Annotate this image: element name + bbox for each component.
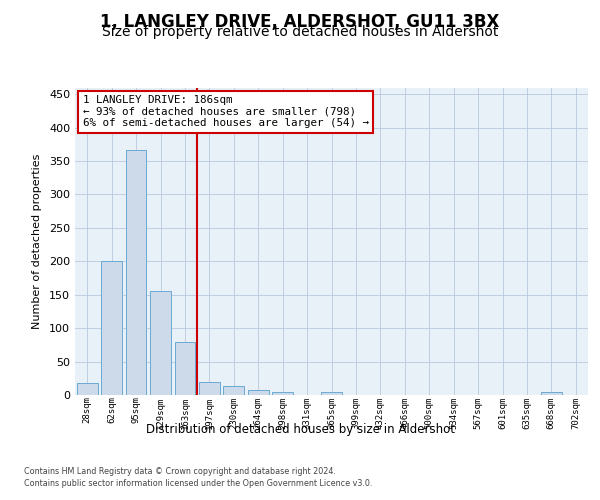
- Y-axis label: Number of detached properties: Number of detached properties: [32, 154, 42, 329]
- Bar: [199, 382, 220, 395]
- Bar: [125, 150, 146, 395]
- Text: Contains HM Land Registry data © Crown copyright and database right 2024.: Contains HM Land Registry data © Crown c…: [24, 468, 336, 476]
- Text: Distribution of detached houses by size in Aldershot: Distribution of detached houses by size …: [146, 422, 455, 436]
- Bar: [541, 392, 562, 395]
- Bar: [223, 386, 244, 395]
- Text: Contains public sector information licensed under the Open Government Licence v3: Contains public sector information licen…: [24, 479, 373, 488]
- Bar: [77, 383, 98, 395]
- Bar: [248, 390, 269, 395]
- Text: Size of property relative to detached houses in Aldershot: Size of property relative to detached ho…: [102, 25, 498, 39]
- Bar: [272, 392, 293, 395]
- Bar: [150, 292, 171, 395]
- Bar: [101, 260, 122, 395]
- Bar: [321, 392, 342, 395]
- Text: 1, LANGLEY DRIVE, ALDERSHOT, GU11 3BX: 1, LANGLEY DRIVE, ALDERSHOT, GU11 3BX: [100, 12, 500, 30]
- Bar: [175, 342, 196, 395]
- Text: 1 LANGLEY DRIVE: 186sqm
← 93% of detached houses are smaller (798)
6% of semi-de: 1 LANGLEY DRIVE: 186sqm ← 93% of detache…: [83, 95, 368, 128]
